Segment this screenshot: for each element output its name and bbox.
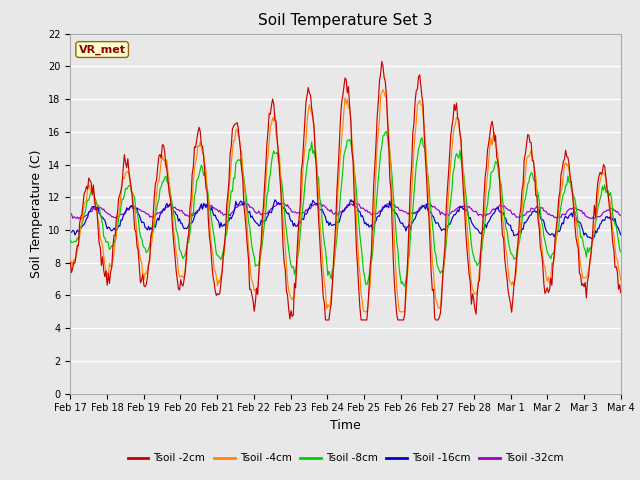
Title: Soil Temperature Set 3: Soil Temperature Set 3 [259,13,433,28]
X-axis label: Time: Time [330,419,361,432]
Legend: Tsoil -2cm, Tsoil -4cm, Tsoil -8cm, Tsoil -16cm, Tsoil -32cm: Tsoil -2cm, Tsoil -4cm, Tsoil -8cm, Tsoi… [124,449,568,468]
Text: VR_met: VR_met [79,44,125,55]
Y-axis label: Soil Temperature (C): Soil Temperature (C) [29,149,43,278]
